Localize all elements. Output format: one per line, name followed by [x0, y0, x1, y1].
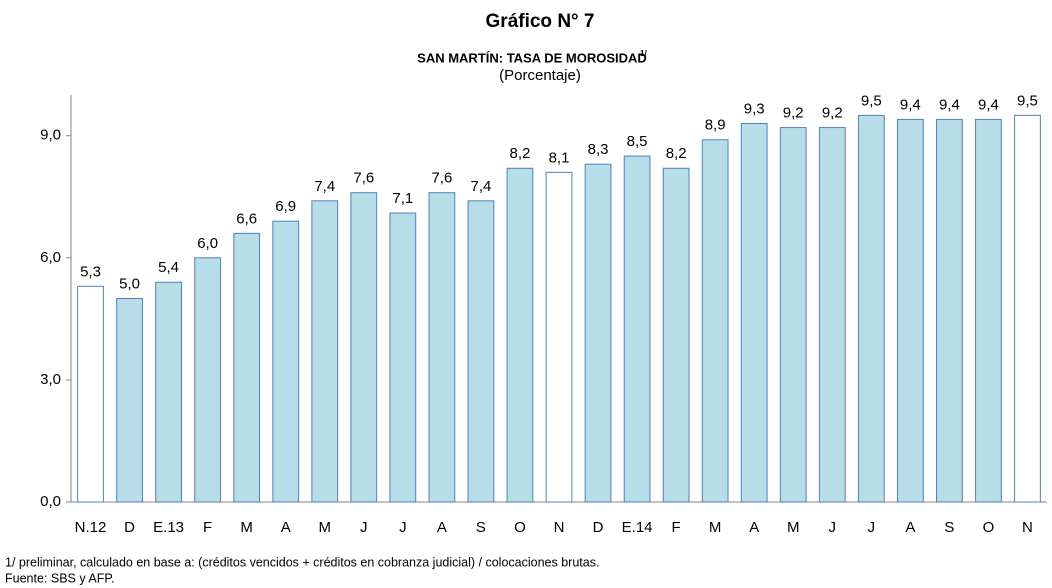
x-tick-label: O	[983, 519, 995, 536]
y-tick-label: 0,0	[40, 493, 61, 510]
chart-title: Gráfico N° 7	[486, 11, 595, 32]
x-tick-label: F	[672, 519, 681, 536]
x-tick-label: J	[399, 519, 407, 536]
x-tick-label: N.12	[75, 519, 107, 536]
data-label: 9,5	[1017, 92, 1038, 109]
x-tick-label: M	[240, 519, 253, 536]
x-tick-label: J	[868, 519, 876, 536]
x-tick-label: A	[749, 519, 759, 536]
bar	[623, 155, 651, 503]
data-label: 7,4	[470, 178, 491, 195]
data-label: 7,4	[314, 178, 335, 195]
bar	[77, 285, 104, 503]
bar	[389, 212, 417, 503]
footnote: 1/ preliminar, calculado en base a: (cré…	[5, 555, 599, 569]
x-tick-label: E.13	[153, 519, 184, 536]
x-tick-label: A	[281, 519, 291, 536]
bar	[857, 114, 885, 503]
chart-subtitle: SAN MARTÍN: TASA DE MOROSIDAD	[417, 50, 647, 65]
data-label: 8,2	[510, 145, 531, 162]
bar	[896, 118, 924, 503]
bar	[272, 220, 300, 503]
x-tick-label: S	[944, 519, 954, 536]
x-tick-label: M	[709, 519, 722, 536]
data-label: 9,3	[744, 100, 765, 117]
x-tick-label: F	[203, 519, 212, 536]
data-label: 8,5	[627, 133, 648, 150]
x-tick-label: A	[905, 519, 915, 536]
bar	[233, 232, 261, 503]
x-tick-label: O	[514, 519, 526, 536]
data-label: 9,5	[861, 92, 882, 109]
bar	[584, 163, 612, 503]
bar	[467, 200, 495, 503]
x-tick-label: E.14	[622, 519, 653, 536]
x-tick-label: N	[554, 519, 565, 536]
bar	[350, 192, 378, 503]
data-label: 5,4	[158, 259, 179, 276]
bar	[779, 127, 807, 503]
bar	[975, 118, 1002, 503]
bar	[545, 171, 573, 503]
x-tick-label: N	[1022, 519, 1033, 536]
x-tick-label: D	[124, 519, 135, 536]
y-tick-label: 9,0	[40, 127, 61, 144]
bar	[662, 167, 690, 503]
data-label: 6,6	[236, 210, 257, 227]
data-label: 6,9	[275, 198, 296, 215]
data-label: 5,0	[119, 275, 140, 292]
data-label: 8,3	[588, 141, 609, 158]
bar	[155, 281, 182, 503]
data-label: 9,4	[939, 96, 960, 113]
x-tick-label: J	[360, 519, 368, 536]
x-tick-label: D	[593, 519, 604, 536]
bar	[701, 139, 729, 503]
bar	[506, 167, 534, 503]
x-tick-label: A	[437, 519, 447, 536]
y-tick-label: 6,0	[40, 249, 61, 266]
bar	[311, 200, 339, 503]
bar	[1014, 114, 1041, 503]
bar	[116, 298, 143, 503]
x-tick-label: J	[829, 519, 837, 536]
footnote: Fuente: SBS y AFP.	[5, 571, 115, 585]
x-tick-label: M	[787, 519, 800, 536]
subtitle-note: 1/	[640, 49, 647, 58]
data-label: 8,2	[666, 145, 687, 162]
data-label: 7,1	[392, 190, 413, 207]
data-label: 7,6	[353, 170, 374, 187]
data-label: 9,4	[900, 96, 921, 113]
bar	[740, 122, 768, 503]
bar	[428, 192, 456, 503]
data-label: 9,4	[978, 96, 999, 113]
data-label: 8,1	[549, 149, 570, 166]
data-label: 5,3	[80, 263, 101, 280]
axis-label: (Porcentaje)	[499, 67, 581, 84]
bar	[194, 257, 222, 503]
y-tick-label: 3,0	[40, 371, 61, 388]
bar	[818, 127, 846, 503]
x-tick-label: M	[319, 519, 332, 536]
x-tick-label: S	[476, 519, 486, 536]
data-label: 8,9	[705, 117, 726, 134]
data-label: 7,6	[431, 170, 452, 187]
bar	[936, 118, 963, 503]
data-label: 9,2	[822, 105, 843, 122]
data-label: 6,0	[197, 235, 218, 252]
data-label: 9,2	[783, 105, 804, 122]
